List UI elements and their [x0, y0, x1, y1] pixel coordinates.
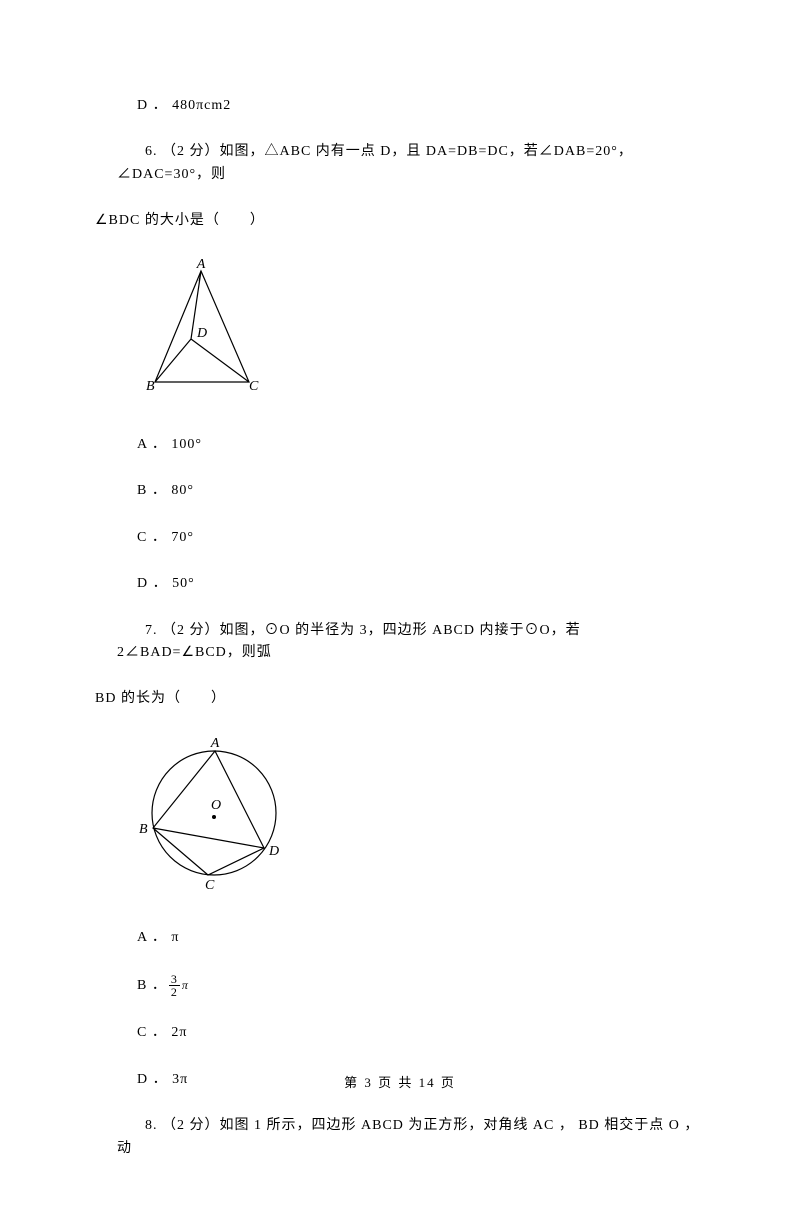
label-d: D — [268, 844, 279, 859]
label-b: B — [139, 822, 148, 837]
label-c: C — [249, 379, 259, 394]
label-a: A — [196, 257, 206, 272]
q6-figure: A B C D — [129, 257, 705, 410]
q7-text-line2: BD 的长为（ ） — [95, 688, 705, 710]
q6-option-a: A ． 100° — [137, 434, 705, 456]
q6-option-d: D ． 50° — [137, 573, 705, 595]
triangle-diagram: A B C D — [129, 257, 284, 402]
q6-option-c: C ． 70° — [137, 527, 705, 549]
label-o: O — [211, 798, 221, 813]
fraction-den: 2 — [169, 986, 180, 998]
page-footer: 第 3 页 共 14 页 — [0, 1073, 800, 1094]
fraction-icon: 3 2 — [169, 973, 180, 998]
q7-option-c: C ． 2π — [137, 1022, 705, 1044]
q7-optb-suffix: π — [182, 976, 189, 995]
label-a: A — [210, 736, 220, 751]
label-d: D — [196, 326, 207, 341]
q6-text-line1: 6. （2 分）如图，△ABC 内有一点 D，且 DA=DB=DC，若∠DAB=… — [117, 141, 705, 186]
q6-option-b: B ． 80° — [137, 480, 705, 502]
q7-figure: A B C D O — [129, 735, 705, 903]
label-b: B — [146, 379, 155, 394]
circle-diagram: A B C D O — [129, 735, 299, 895]
q8-text-line1: 8. （2 分）如图 1 所示，四边形 ABCD 为正方形，对角线 AC ， B… — [117, 1115, 705, 1160]
q7-option-b: B ． 3 2 π — [137, 973, 705, 998]
q7-optb-prefix: B ． — [137, 975, 167, 997]
page-content: D ． 480πcm2 6. （2 分）如图，△ABC 内有一点 D，且 DA=… — [0, 0, 800, 1224]
q7-option-a: A ． π — [137, 927, 705, 949]
label-c: C — [205, 878, 215, 893]
q6-text-line2: ∠BDC 的大小是（ ） — [95, 210, 705, 232]
q7-text-line1: 7. （2 分）如图，⊙O 的半径为 3，四边形 ABCD 内接于⊙O，若 2∠… — [117, 620, 705, 665]
prev-option-d: D ． 480πcm2 — [137, 95, 705, 117]
